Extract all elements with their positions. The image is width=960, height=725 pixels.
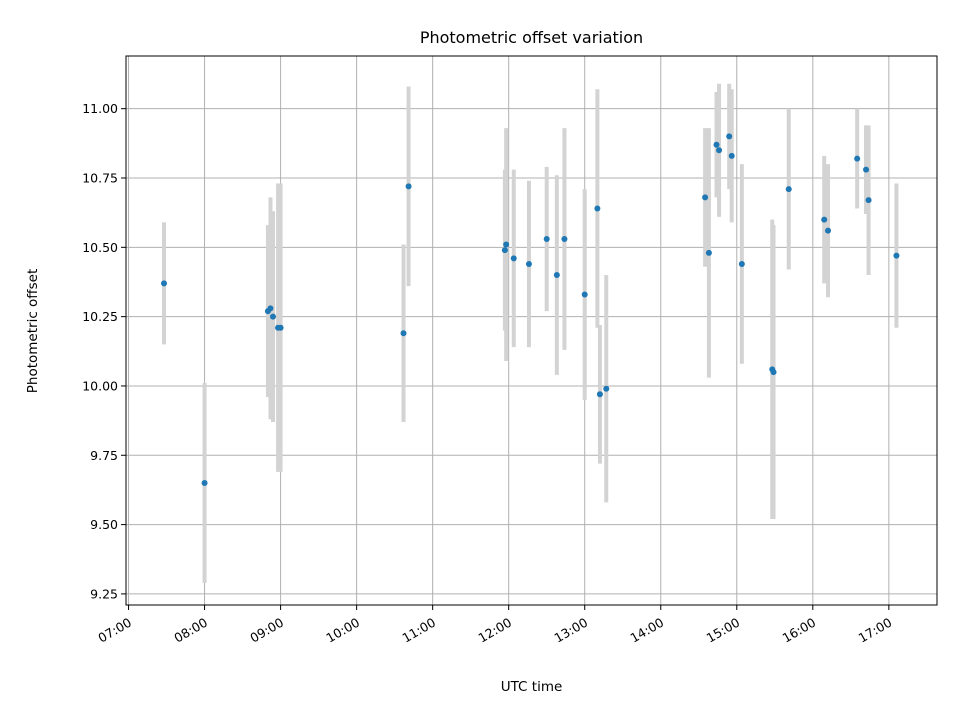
data-point: [543, 236, 550, 242]
data-point: [728, 152, 735, 159]
data-point: [581, 291, 588, 298]
data-point: [201, 480, 208, 486]
data-point: [854, 155, 861, 162]
data-point: [503, 241, 510, 248]
data-point: [267, 305, 274, 312]
data-point: [603, 385, 610, 392]
data-point: [702, 194, 709, 201]
data-point: [501, 247, 508, 254]
x-axis-label: UTC time: [501, 679, 563, 695]
data-points: [161, 133, 900, 486]
y-tick-label: 11.00: [82, 101, 118, 116]
data-point: [161, 280, 168, 287]
data-point: [825, 227, 832, 234]
data-point: [594, 205, 601, 212]
data-point: [893, 252, 900, 259]
data-point: [821, 216, 828, 223]
data-point: [716, 147, 723, 154]
data-point: [596, 391, 603, 398]
data-point: [553, 272, 560, 279]
chart-title: Photometric offset variation: [420, 28, 643, 47]
data-point: [738, 260, 745, 267]
data-point: [705, 249, 712, 256]
data-point: [713, 141, 720, 148]
y-tick-label: 10.00: [82, 378, 118, 393]
data-point: [405, 183, 412, 190]
y-tick-label: 10.75: [82, 171, 118, 186]
data-point: [785, 186, 792, 193]
data-point: [269, 313, 276, 320]
y-tick-label: 10.50: [82, 240, 118, 255]
data-point: [510, 255, 517, 262]
y-tick-label: 9.25: [90, 586, 118, 601]
data-point: [400, 330, 407, 337]
y-axis-ticks: 9.25 9.50 9.75 10.00 10.25 10.50 10.75 11.00: [82, 101, 126, 601]
data-point: [277, 324, 284, 331]
grid: [126, 56, 937, 605]
y-axis-label: Photometric offset: [25, 269, 41, 393]
data-point: [863, 166, 870, 173]
data-point: [770, 369, 777, 376]
y-tick-label: 9.75: [90, 448, 118, 463]
data-point: [561, 236, 568, 242]
y-tick-label: 9.50: [90, 517, 118, 532]
y-tick-label: 10.25: [82, 309, 118, 324]
data-point: [726, 133, 733, 140]
plot-frame: [125, 55, 938, 606]
data-point: [525, 260, 532, 267]
data-point: [865, 197, 872, 204]
